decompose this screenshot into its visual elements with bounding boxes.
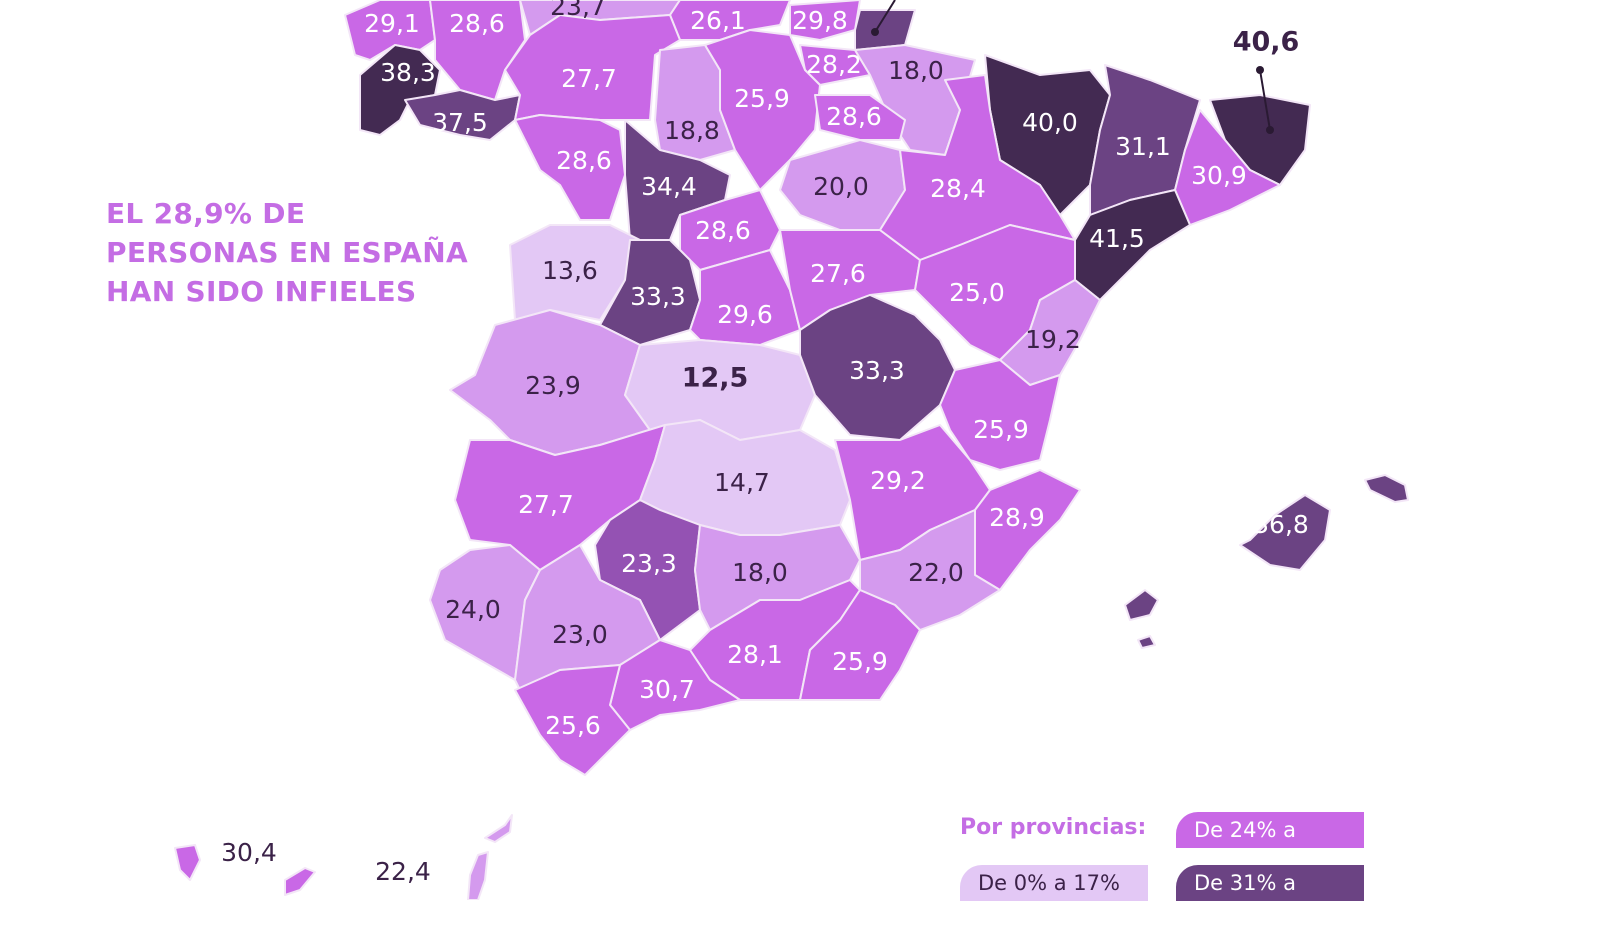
leader-dot-girona: [1256, 66, 1264, 74]
value-label: 25,9: [832, 647, 888, 676]
province-barcelona: [1174, 109, 1281, 226]
value-label: 30,7: [639, 675, 695, 704]
island-menorca: [1364, 474, 1409, 503]
leader-dot-guipuzcoa: [871, 28, 879, 36]
island-lanzarote: [484, 814, 513, 843]
island-tenerife: [284, 867, 316, 896]
island-fuerteventura: [467, 851, 489, 900]
value-label: 33,3: [849, 356, 905, 385]
value-label: 29,8: [792, 6, 848, 35]
headline-line-1: EL 28,9% DE: [106, 197, 306, 230]
island-la-palma: [174, 844, 201, 881]
province-la-rioja: [814, 94, 906, 141]
leader-dot-girona-end: [1266, 126, 1274, 134]
value-label: 14,7: [714, 468, 770, 497]
value-label: 23,7: [550, 0, 606, 21]
value-label: 40,0: [1022, 108, 1078, 137]
value-label: 22,4: [375, 857, 431, 886]
value-label: 28,1: [727, 640, 783, 669]
province-vizcaya: [789, 0, 861, 41]
value-label: 22,0: [908, 558, 964, 587]
value-label: 28,9: [989, 503, 1045, 532]
province-valencia: [939, 359, 1061, 471]
value-label: 25,9: [734, 84, 790, 113]
legend-item-0-17: De 0% a 17%: [960, 865, 1148, 901]
value-label: 27,6: [810, 259, 866, 288]
value-label: 29,2: [870, 466, 926, 495]
headline-line-2: PERSONAS EN ESPAÑA: [106, 236, 468, 269]
value-label: 18,0: [732, 558, 788, 587]
province-cadiz: [514, 664, 631, 776]
headline: EL 28,9% DE PERSONAS EN ESPAÑA HAN SIDO …: [106, 194, 468, 311]
value-label: 12,5: [682, 363, 749, 394]
value-label: 25,0: [949, 278, 1005, 307]
headline-line-3: HAN SIDO INFIELES: [106, 275, 417, 308]
value-label: 23,3: [621, 549, 677, 578]
value-label: 31,1: [1115, 132, 1171, 161]
value-label: 25,6: [545, 711, 601, 740]
legend-title: Por provincias:: [960, 815, 1147, 840]
value-label: 28,2: [806, 50, 862, 79]
value-label: 28,6: [449, 9, 505, 38]
value-label: 41,5: [1089, 224, 1145, 253]
value-label: 18,8: [664, 116, 720, 145]
legend-item-24-31: De 24% a 31%: [1176, 812, 1364, 878]
value-label: 24,0: [445, 595, 501, 624]
value-label: 30,9: [1191, 161, 1247, 190]
value-label: 29,1: [364, 9, 420, 38]
value-label: 20,0: [813, 172, 869, 201]
value-label: 23,0: [552, 620, 608, 649]
value-label: 38,3: [380, 58, 436, 87]
province-guadalajara: [779, 229, 921, 331]
value-label: 29,6: [717, 300, 773, 329]
value-label: 34,4: [641, 172, 697, 201]
value-label: 37,5: [432, 108, 488, 137]
island-formentera: [1137, 635, 1156, 649]
value-label: 26,1: [690, 6, 746, 35]
value-label: 27,7: [561, 64, 617, 93]
value-label: 19,2: [1025, 325, 1081, 354]
value-label: 28,4: [930, 174, 986, 203]
value-label: 28,6: [826, 102, 882, 131]
value-label: 23,9: [525, 371, 581, 400]
value-label: 30,4: [221, 838, 277, 867]
value-label: 25,9: [973, 415, 1029, 444]
value-label: 40,6: [1233, 27, 1300, 58]
legend-item-31-38: De 31% a 38%: [1176, 865, 1364, 931]
spain-province-map: 29,1 28,6 23,7 26,1 29,8 38,3 27,7 28,2 …: [174, 0, 1409, 900]
value-label: 18,0: [888, 56, 944, 85]
value-label: 28,6: [556, 146, 612, 175]
province-madrid: [689, 249, 801, 346]
value-label: 36,8: [1253, 510, 1309, 539]
value-label: 33,3: [630, 282, 686, 311]
leader-line-girona: [1259, 69, 1271, 131]
province-almeria: [799, 589, 921, 701]
province-mallorca: [1239, 494, 1331, 571]
value-label: 28,6: [695, 216, 751, 245]
island-ibiza: [1124, 589, 1159, 621]
leader-line-guipuzcoa: [874, 0, 896, 33]
province-leon: [504, 14, 681, 121]
province-zamora: [514, 114, 626, 221]
value-label: 13,6: [542, 256, 598, 285]
value-label: 27,7: [518, 490, 574, 519]
